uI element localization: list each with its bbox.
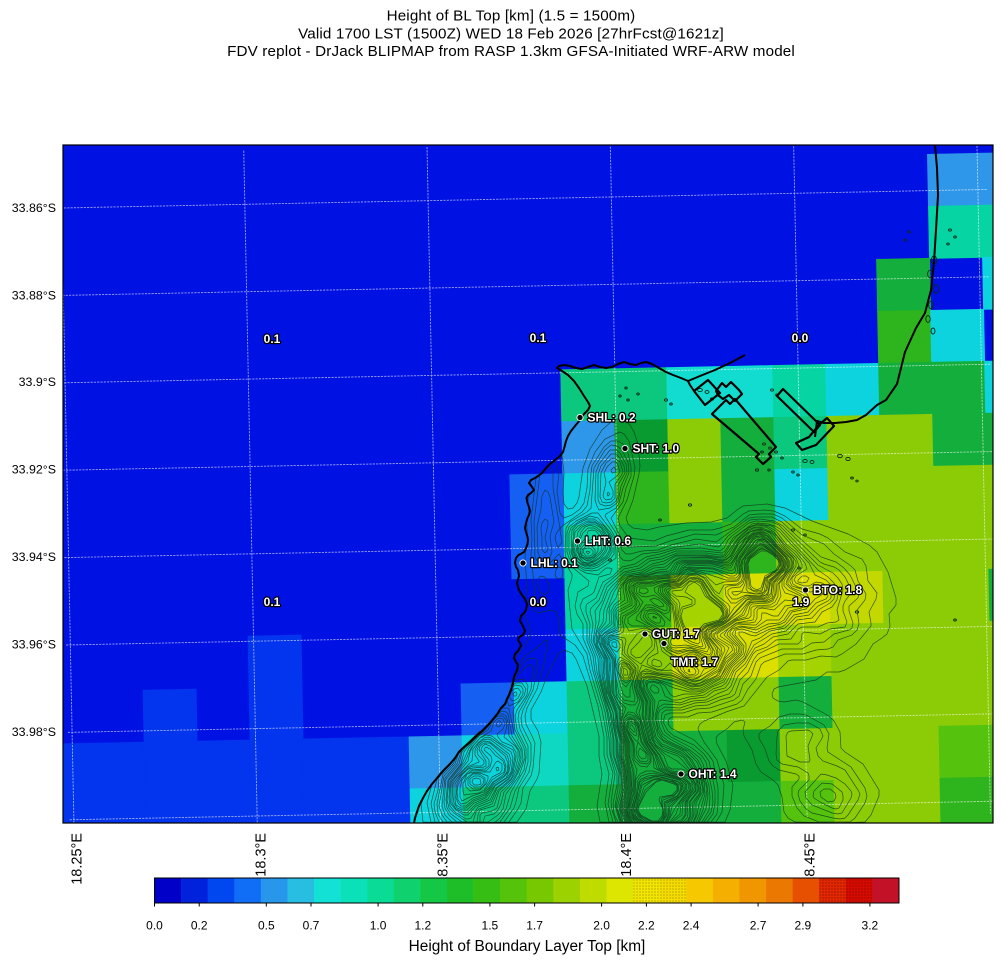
svg-text:0.0: 0.0	[530, 595, 547, 609]
svg-text:2.2: 2.2	[638, 919, 655, 933]
svg-text:2.9: 2.9	[795, 919, 812, 933]
svg-text:1.7: 1.7	[526, 919, 543, 933]
svg-text:18.45°E: 18.45°E	[803, 833, 819, 885]
svg-text:0.1: 0.1	[530, 331, 547, 345]
svg-text:FDV replot - DrJack BLIPMAP fr: FDV replot - DrJack BLIPMAP from RASP 1.…	[227, 43, 795, 60]
svg-text:2.4: 2.4	[683, 919, 700, 933]
svg-text:0.0: 0.0	[146, 919, 163, 933]
svg-text:SHT: 1.0: SHT: 1.0	[633, 442, 680, 456]
svg-text:Valid 1700 LST (1500Z) WED 18: Valid 1700 LST (1500Z) WED 18 Feb 2026 […	[298, 26, 724, 43]
svg-text:SHL: 0.2: SHL: 0.2	[588, 411, 636, 425]
svg-text:3.2: 3.2	[862, 919, 879, 933]
svg-text:OHT: 1.4: OHT: 1.4	[689, 767, 737, 781]
svg-text:33.86°S: 33.86°S	[12, 201, 56, 215]
svg-text:GUT: 1.7: GUT: 1.7	[652, 627, 700, 641]
svg-text:18.25°E: 18.25°E	[70, 833, 86, 885]
svg-text:0.1: 0.1	[264, 595, 281, 609]
svg-text:33.94°S: 33.94°S	[12, 550, 56, 564]
svg-text:LHL: 0.1: LHL: 0.1	[531, 556, 579, 570]
svg-text:LHT: 0.6: LHT: 0.6	[585, 534, 631, 548]
svg-text:0.0: 0.0	[792, 331, 809, 345]
svg-text:33.9°S: 33.9°S	[19, 375, 56, 389]
svg-text:BTO: 1.8: BTO: 1.8	[813, 583, 862, 597]
svg-text:33.98°S: 33.98°S	[12, 725, 56, 739]
svg-text:Height of BL Top [km] (1.5 = 1: Height of BL Top [km] (1.5 = 1500m)	[387, 8, 636, 25]
svg-text:0.2: 0.2	[191, 919, 208, 933]
svg-text:33.92°S: 33.92°S	[12, 463, 56, 477]
svg-text:0.5: 0.5	[258, 919, 275, 933]
svg-text:18.4°E: 18.4°E	[619, 833, 635, 877]
svg-text:2.7: 2.7	[750, 919, 767, 933]
svg-text:0.7: 0.7	[303, 919, 320, 933]
svg-text:33.96°S: 33.96°S	[12, 638, 56, 652]
svg-text:2.0: 2.0	[593, 919, 610, 933]
svg-text:18.3°E: 18.3°E	[254, 833, 270, 877]
svg-text:1.0: 1.0	[370, 919, 387, 933]
svg-text:0.1: 0.1	[264, 332, 281, 346]
svg-text:Height of Boundary Layer Top [: Height of Boundary Layer Top [km]	[409, 938, 646, 955]
svg-text:1.9: 1.9	[793, 595, 810, 609]
svg-text:18.35°E: 18.35°E	[436, 833, 452, 885]
svg-text:1.2: 1.2	[414, 919, 431, 933]
svg-text:TMT: 1.7: TMT: 1.7	[671, 655, 719, 669]
svg-text:33.88°S: 33.88°S	[12, 289, 56, 303]
svg-text:1.5: 1.5	[482, 919, 499, 933]
